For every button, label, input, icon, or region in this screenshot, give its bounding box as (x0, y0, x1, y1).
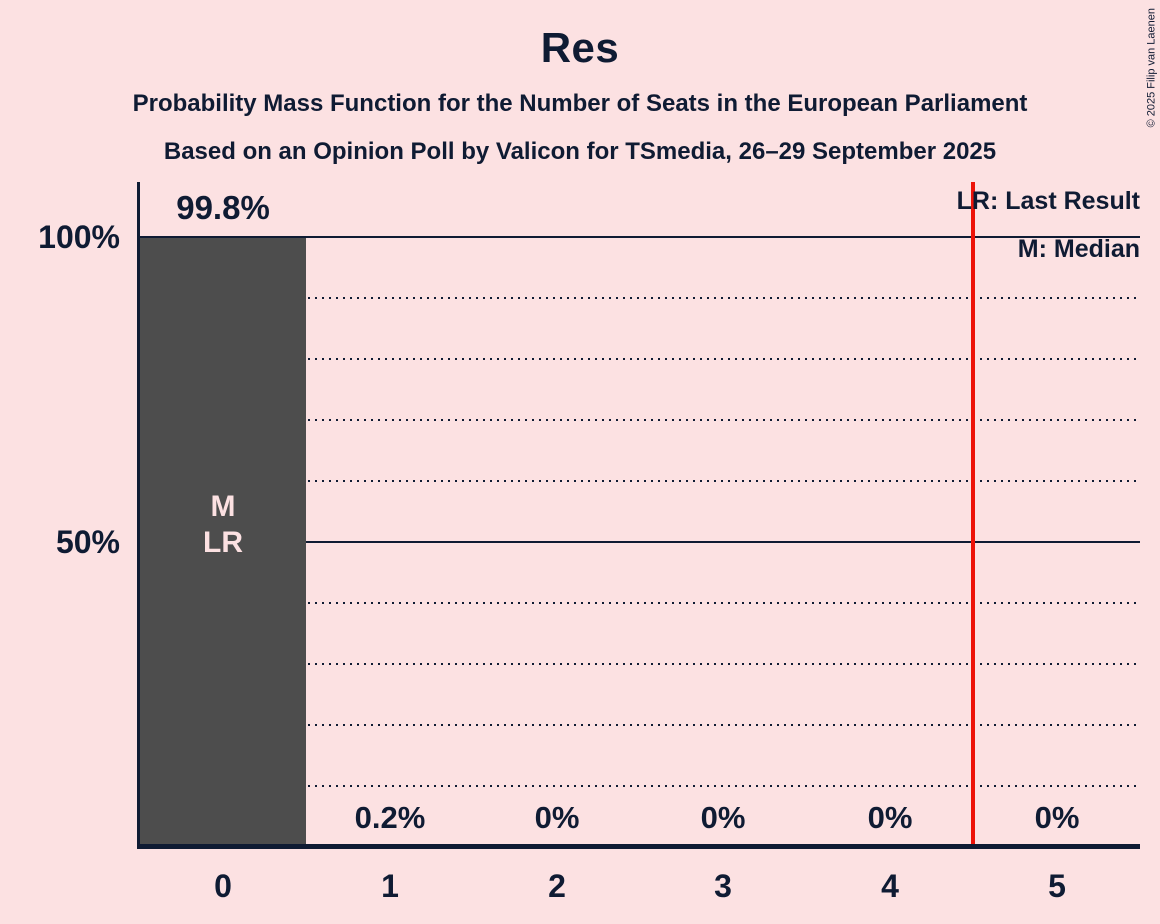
gridline-50pct (140, 541, 1140, 543)
gridline-40pct (140, 602, 1140, 604)
bar-value-label-5: 0% (1034, 800, 1080, 835)
chart-title: Res (540, 24, 620, 71)
gridline-90pct (140, 297, 1140, 299)
bar-annotation: M LR (203, 489, 243, 561)
last-result-marker-label: LR (203, 526, 243, 559)
bar-seats-0 (140, 238, 306, 847)
legend-median: M: Median (1017, 235, 1140, 263)
gridline-30pct (140, 663, 1140, 665)
bar-value-label-1: 0.2% (354, 800, 426, 835)
x-tick-label-1: 1 (381, 868, 399, 904)
x-tick-label-2: 2 (548, 868, 566, 904)
gridline-20pct (140, 724, 1140, 726)
x-tick-label-3: 3 (714, 868, 732, 904)
chart-subtitle: Probability Mass Function for the Number… (132, 90, 1028, 117)
gridline-70pct (140, 419, 1140, 421)
x-tick-label-4: 4 (881, 868, 899, 904)
bar-value-label-2: 0% (534, 800, 580, 835)
y-tick-label-100: 100% (38, 219, 120, 255)
bar-value-label-0: 99.8% (176, 189, 270, 226)
x-axis (137, 844, 1140, 849)
bar-value-label-3: 0% (700, 800, 746, 835)
legend-last-result: LR: Last Result (956, 187, 1140, 215)
last-result-line (971, 182, 975, 844)
y-tick-label-50: 50% (55, 524, 120, 560)
gridline-80pct (140, 358, 1140, 360)
x-tick-label-5: 5 (1048, 868, 1066, 904)
bar-value-label-4: 0% (867, 800, 913, 835)
gridline-60pct (140, 480, 1140, 482)
copyright-text: © 2025 Filip van Laenen (1145, 8, 1157, 128)
median-marker-label: M (210, 490, 236, 523)
y-axis (137, 182, 140, 849)
gridline-10pct (140, 785, 1140, 787)
gridline-100pct (140, 236, 1140, 238)
poll-source-subtitle: Based on an Opinion Poll by Valicon for … (163, 138, 997, 165)
x-tick-label-0: 0 (214, 868, 232, 904)
